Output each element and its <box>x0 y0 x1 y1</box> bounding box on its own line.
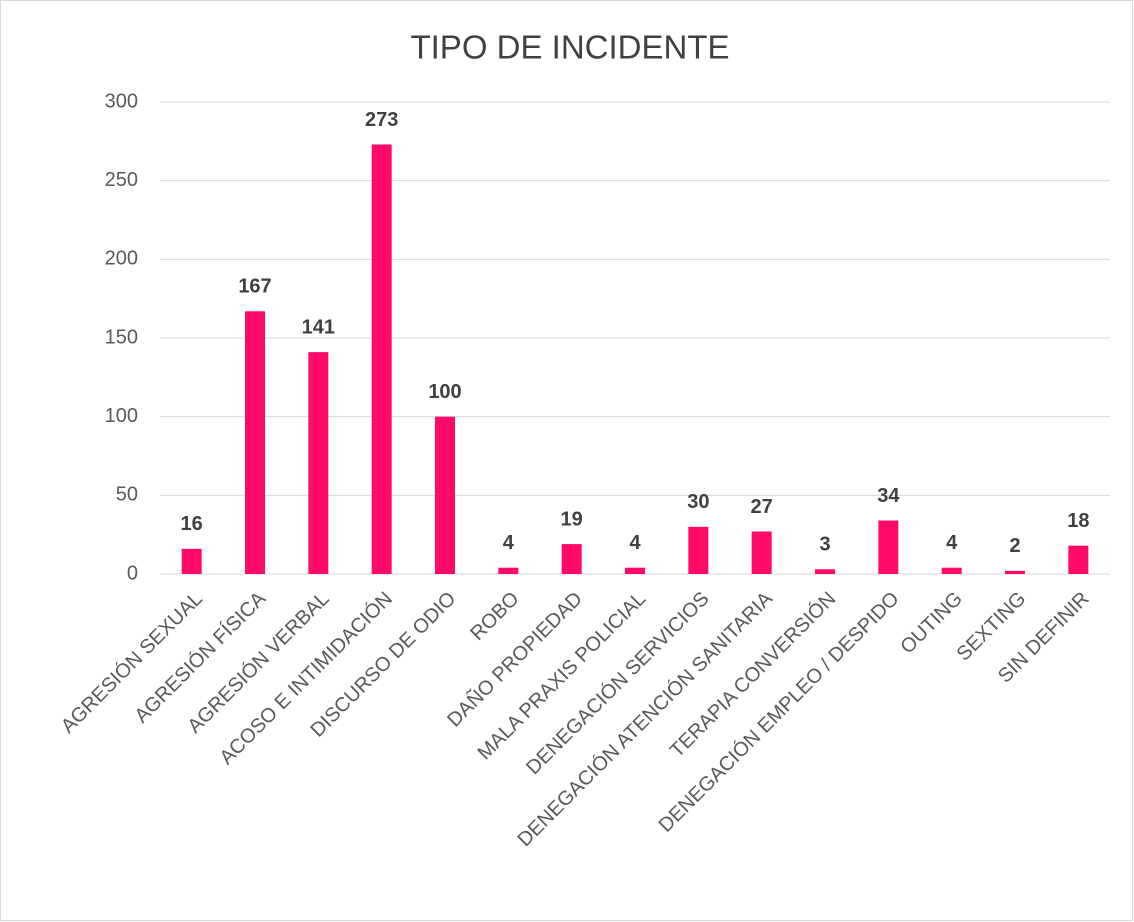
value-label: 100 <box>428 381 461 403</box>
value-label: 3 <box>819 534 830 556</box>
y-tick-label: 200 <box>105 248 138 270</box>
bar <box>751 531 772 574</box>
bar <box>815 569 835 574</box>
y-tick-label: 150 <box>105 326 138 348</box>
bar <box>371 144 392 575</box>
y-tick-label: 0 <box>127 562 138 584</box>
value-label: 4 <box>629 532 641 554</box>
bar <box>941 567 962 574</box>
bar <box>181 548 202 574</box>
y-tick-label: 250 <box>105 169 138 191</box>
value-label: 30 <box>687 491 709 513</box>
value-label: 27 <box>751 496 773 518</box>
value-label: 4 <box>946 532 958 554</box>
bar <box>625 567 645 574</box>
value-label: 34 <box>877 485 900 507</box>
value-label: 167 <box>238 276 271 298</box>
value-label: 141 <box>302 316 335 338</box>
value-label: 19 <box>561 508 583 530</box>
bar <box>688 526 709 574</box>
bar <box>498 567 519 574</box>
chart-title: TIPO DE INCIDENTE <box>410 29 729 66</box>
value-label: 4 <box>503 532 515 554</box>
bar <box>1005 570 1025 574</box>
bar <box>308 352 329 574</box>
bar <box>1068 545 1089 574</box>
bar <box>878 520 899 574</box>
value-label: 16 <box>181 513 203 535</box>
value-label: 18 <box>1067 510 1089 532</box>
bar <box>435 416 455 574</box>
y-tick-label: 300 <box>105 90 138 112</box>
bar <box>245 311 265 574</box>
value-label: 273 <box>365 109 398 131</box>
y-tick-label: 50 <box>116 484 138 506</box>
value-label: 2 <box>1009 535 1020 557</box>
y-tick-label: 100 <box>105 405 138 427</box>
bar <box>561 544 582 574</box>
